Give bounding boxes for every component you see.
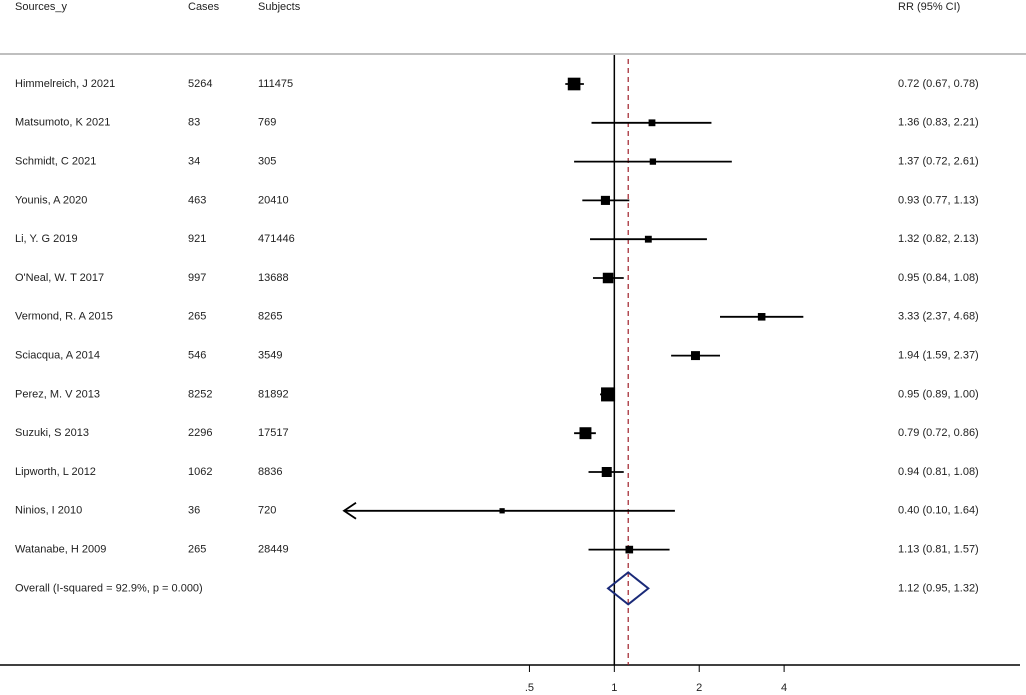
subjects: 8836 xyxy=(258,466,282,478)
overall-label: Overall (I-squared = 92.9%, p = 0.000) xyxy=(15,582,203,594)
subjects: 3549 xyxy=(258,350,282,362)
study-label: Li, Y. G 2019 xyxy=(15,233,78,245)
cases: 36 xyxy=(188,505,200,517)
subjects: 111475 xyxy=(258,78,293,90)
cases: 265 xyxy=(188,544,206,556)
subjects: 769 xyxy=(258,117,276,129)
estimate-box xyxy=(499,508,505,514)
subjects: 8265 xyxy=(258,311,282,323)
subjects: 28449 xyxy=(258,544,289,556)
estimate-label: 0.93 (0.77, 1.13) xyxy=(898,194,979,206)
cases: 1062 xyxy=(188,466,212,478)
overall-estimate-label: 1.12 (0.95, 1.32) xyxy=(898,582,979,594)
cases: 921 xyxy=(188,233,206,245)
cases: 34 xyxy=(188,156,200,168)
estimate-label: 1.32 (0.82, 2.13) xyxy=(898,233,979,245)
x-tick-label: 1 xyxy=(611,682,617,694)
estimate-label: 1.13 (0.81, 1.57) xyxy=(898,544,979,556)
cases: 2296 xyxy=(188,427,212,439)
estimate-box xyxy=(644,235,652,243)
header-source: Sources_y xyxy=(15,1,67,13)
study-label: Perez, M. V 2013 xyxy=(15,388,100,400)
subjects: 20410 xyxy=(258,194,289,206)
estimate-box xyxy=(649,158,657,165)
estimate-label: 3.33 (2.37, 4.68) xyxy=(898,311,979,323)
study-label: Lipworth, L 2012 xyxy=(15,466,96,478)
estimate-label: 1.36 (0.83, 2.21) xyxy=(898,117,979,129)
estimate-box xyxy=(579,427,592,440)
estimate-box xyxy=(601,466,612,478)
estimate-box xyxy=(602,272,614,284)
cases: 8252 xyxy=(188,388,212,400)
subjects: 81892 xyxy=(258,388,289,400)
estimate-label: 1.94 (1.59, 2.37) xyxy=(898,350,979,362)
estimate-label: 0.79 (0.72, 0.86) xyxy=(898,427,979,439)
study-label: Watanabe, H 2009 xyxy=(15,544,106,556)
subjects: 471446 xyxy=(258,233,295,245)
x-tick-label: 2 xyxy=(696,682,702,694)
study-label: Sciacqua, A 2014 xyxy=(15,350,100,362)
subjects: 305 xyxy=(258,156,276,168)
estimate-box xyxy=(601,387,616,402)
subjects: 720 xyxy=(258,505,276,517)
estimate-label: 1.37 (0.72, 2.61) xyxy=(898,156,979,168)
study-label: Vermond, R. A 2015 xyxy=(15,311,113,323)
study-label: Himmelreich, J 2021 xyxy=(15,78,115,90)
cases: 265 xyxy=(188,311,206,323)
header-estimate: RR (95% CI) xyxy=(898,1,960,13)
estimate-label: 0.95 (0.89, 1.00) xyxy=(898,388,979,400)
subjects: 17517 xyxy=(258,427,289,439)
x-tick-label: 4 xyxy=(781,682,787,694)
ci-arrow xyxy=(342,502,357,520)
cases: 5264 xyxy=(188,78,212,90)
study-label: Schmidt, C 2021 xyxy=(15,156,96,168)
cases: 83 xyxy=(188,117,200,129)
header-subjects: Subjects xyxy=(258,1,301,13)
estimate-label: 0.40 (0.10, 1.64) xyxy=(898,505,979,517)
estimate-label: 0.95 (0.84, 1.08) xyxy=(898,272,979,284)
estimate-box xyxy=(648,119,656,127)
estimate-box xyxy=(567,77,581,91)
estimate-box xyxy=(757,313,766,321)
cases: 546 xyxy=(188,350,206,362)
subjects: 13688 xyxy=(258,272,289,284)
header-cases: Cases xyxy=(188,1,220,13)
study-label: Ninios, I 2010 xyxy=(15,505,82,517)
study-label: Suzuki, S 2013 xyxy=(15,427,89,439)
study-label: Matsumoto, K 2021 xyxy=(15,117,110,129)
estimate-box xyxy=(691,351,700,361)
study-label: O'Neal, W. T 2017 xyxy=(15,272,104,284)
cases: 463 xyxy=(188,194,206,206)
estimate-label: 0.72 (0.67, 0.78) xyxy=(898,78,979,90)
estimate-box xyxy=(625,545,634,554)
overall-diamond xyxy=(606,571,650,606)
estimate-label: 0.94 (0.81, 1.08) xyxy=(898,466,979,478)
cases: 997 xyxy=(188,272,206,284)
estimate-box xyxy=(600,195,610,205)
x-tick-label: .5 xyxy=(525,682,534,694)
study-label: Younis, A 2020 xyxy=(15,194,87,206)
